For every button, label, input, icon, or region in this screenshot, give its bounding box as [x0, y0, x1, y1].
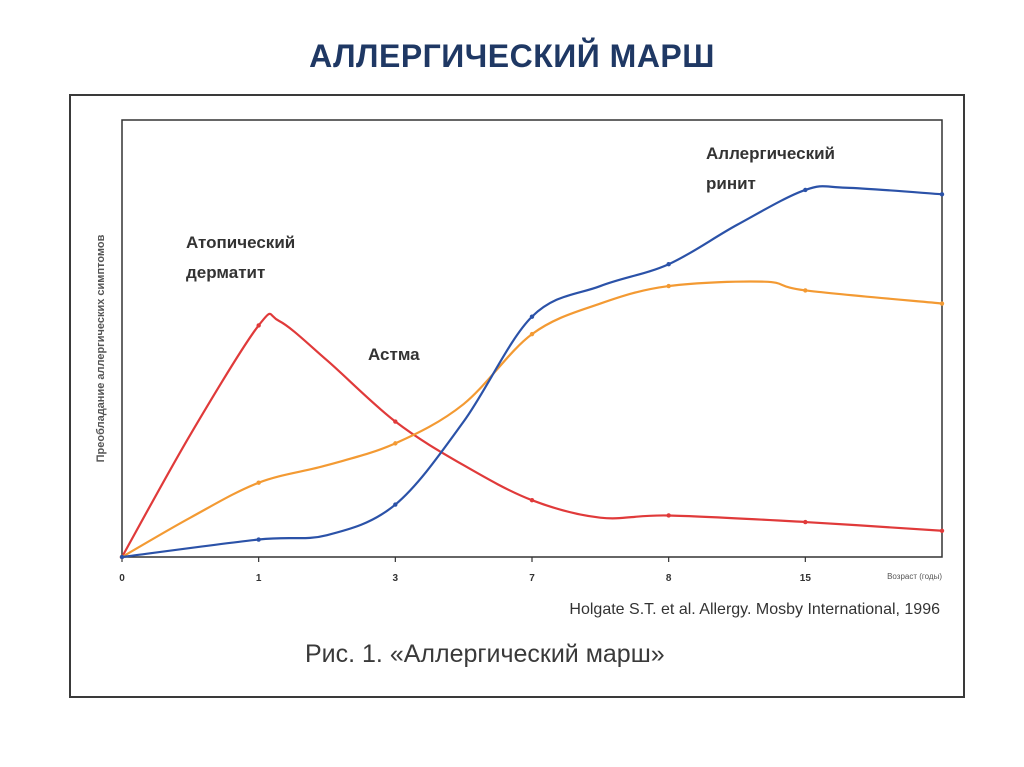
series-point — [666, 513, 671, 518]
series-point — [803, 288, 808, 293]
x-tick-label: 3 — [393, 573, 399, 584]
x-tick-label: 1 — [256, 573, 262, 584]
series-point — [256, 480, 261, 485]
series-point — [529, 497, 535, 503]
x-tick-label: 7 — [529, 573, 535, 584]
series-label-3: ринит — [706, 174, 756, 193]
series-point — [939, 301, 945, 306]
x-tick-label: 8 — [666, 573, 672, 584]
series-label-1: дерматит — [186, 263, 265, 282]
figure-caption: Рис. 1. «Аллергический марш» — [305, 640, 665, 668]
series-point — [939, 192, 945, 197]
series-point — [529, 314, 535, 319]
series-point — [803, 187, 808, 193]
series-line-1 — [121, 312, 943, 558]
series-point — [666, 262, 671, 267]
series-point — [256, 537, 261, 542]
series-label-1: Атопический — [186, 233, 295, 252]
series-label-3: Аллергический — [706, 144, 835, 163]
series-point — [666, 283, 671, 289]
source-citation: Holgate S.T. et al. Allergy. Mosby Inter… — [569, 601, 940, 618]
series-label-2: Астма — [368, 345, 420, 364]
y-axis-label: Преобладание аллергических симптомов — [95, 234, 107, 462]
series-point — [529, 331, 535, 337]
series-point — [939, 528, 945, 533]
series-line-2 — [121, 280, 943, 558]
series-point — [256, 323, 261, 328]
series-point — [393, 419, 398, 424]
series-point — [393, 441, 398, 446]
x-tick-label: 15 — [800, 573, 812, 584]
series-point — [803, 519, 808, 525]
x-tick-label: 0 — [119, 573, 125, 584]
series-point — [119, 554, 125, 560]
series-point — [393, 502, 398, 507]
figure-frame — [69, 94, 965, 698]
slide-title: АЛЛЕРГИЧЕСКИЙ МАРШ — [309, 38, 715, 74]
x-axis-label: Возраст (годы) — [887, 572, 942, 581]
